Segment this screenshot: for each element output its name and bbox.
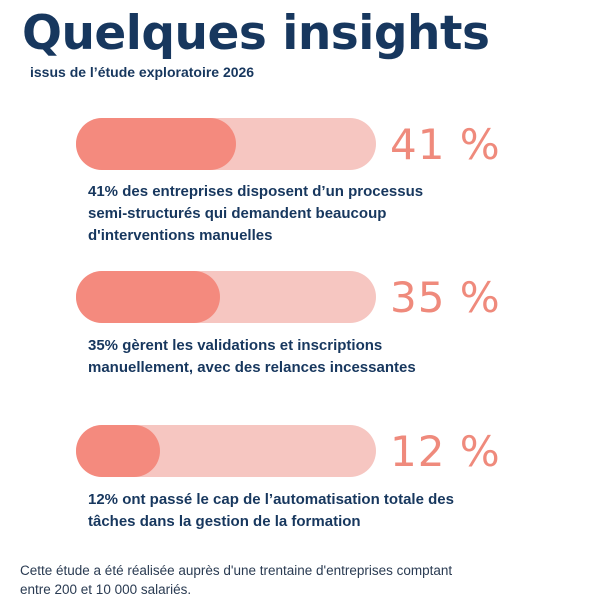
insight-text-line: manuellement, avec des relances incessan… xyxy=(88,359,416,376)
footnote-line: Cette étude a été réalisée auprès d'une … xyxy=(20,563,453,578)
progress-fill-3 xyxy=(76,425,160,477)
footnote-line: entre 200 et 10 000 salariés. xyxy=(20,582,192,597)
percent-label-3: 12 % xyxy=(390,427,501,476)
progress-track-1 xyxy=(76,118,376,170)
percent-label-1: 41 % xyxy=(390,120,501,169)
insight-text-3: 12% ont passé le cap de l’automatisation… xyxy=(88,489,558,533)
insight-text-2: 35% gèrent les validations et inscriptio… xyxy=(88,335,558,379)
insight-text-line: semi-structurés qui demandent beaucoup xyxy=(88,205,387,222)
insight-text-line: 12% ont passé le cap de l’automatisation… xyxy=(88,491,454,508)
insight-text-line: tâches dans la gestion de la formation xyxy=(88,513,361,530)
insight-text-line: d'interventions manuelles xyxy=(88,227,273,244)
study-footnote: Cette étude a été réalisée auprès d'une … xyxy=(20,561,590,599)
page-subtitle: issus de l’étude exploratoire 2026 xyxy=(30,64,255,80)
progress-fill-1 xyxy=(76,118,236,170)
progress-track-2 xyxy=(76,271,376,323)
progress-track-3 xyxy=(76,425,376,477)
insight-text-line: 35% gèrent les validations et inscriptio… xyxy=(88,337,383,354)
percent-label-2: 35 % xyxy=(390,273,501,322)
insight-text-line: 41% des entreprises disposent d’un proce… xyxy=(88,183,424,200)
insight-text-1: 41% des entreprises disposent d’un proce… xyxy=(88,181,558,247)
page-title: Quelques insights xyxy=(22,6,490,61)
progress-fill-2 xyxy=(76,271,221,323)
